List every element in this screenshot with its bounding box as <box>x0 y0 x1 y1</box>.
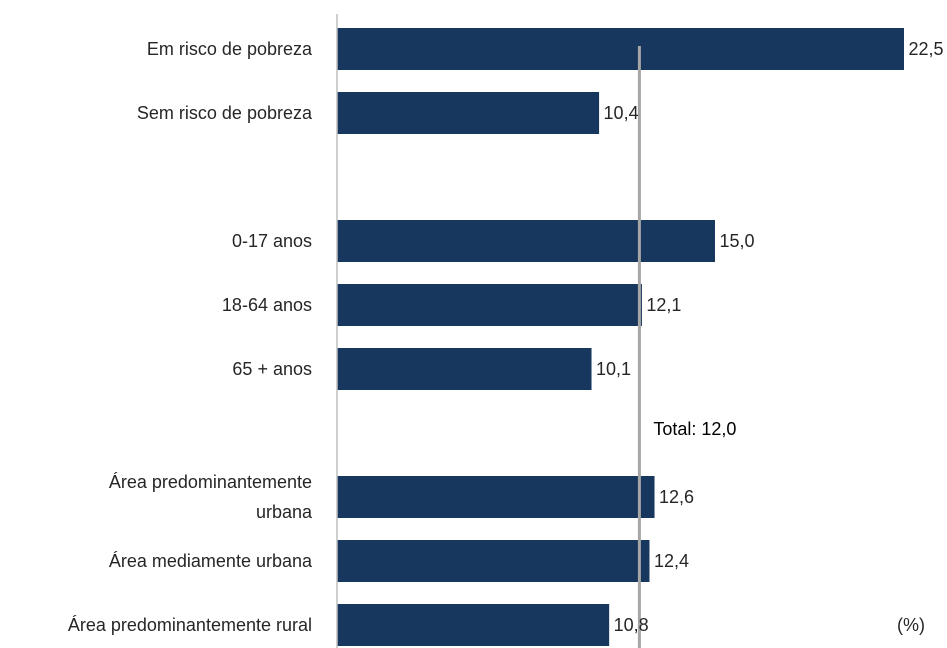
bar-7 <box>337 604 610 646</box>
category-label-line: Em risco de pobreza <box>147 39 313 59</box>
category-label-line: 0-17 anos <box>232 231 312 251</box>
value-label-1: 10,4 <box>604 103 639 123</box>
category-label-5: Área predominantemente urbana <box>109 472 313 522</box>
bar-1 <box>337 92 600 134</box>
category-label-line: urbana <box>256 502 313 522</box>
total-label: Total: 12,0 <box>653 419 736 439</box>
value-label-5: 12,6 <box>659 487 694 507</box>
category-label-line: 18-64 anos <box>222 295 312 315</box>
value-labels-group: 22,5 10,4 15,0 12,1 10,1 12,6 12,4 10,8 <box>596 39 944 635</box>
bars-group <box>337 28 904 646</box>
bar-2 <box>337 220 715 262</box>
value-label-6: 12,4 <box>654 551 689 571</box>
value-label-3: 12,1 <box>646 295 681 315</box>
value-label-7: 10,8 <box>614 615 649 635</box>
category-label-line: 65 + anos <box>232 359 312 379</box>
value-label-0: 22,5 <box>908 39 943 59</box>
category-label-line: Sem risco de pobreza <box>137 103 313 123</box>
bar-4 <box>337 348 592 390</box>
category-label-1: Sem risco de pobreza <box>137 103 313 123</box>
category-labels-group: Em risco de pobreza Sem risco de pobreza 0… <box>68 39 313 635</box>
category-label-6: Área mediamente urbana <box>109 551 313 571</box>
category-label-line: Área predominantemente rural <box>68 615 312 635</box>
category-label-4: 65 + anos <box>232 359 312 379</box>
category-label-2: 0-17 anos <box>232 231 312 251</box>
category-label-line: Área mediamente urbana <box>109 551 313 571</box>
value-label-4: 10,1 <box>596 359 631 379</box>
category-label-0: Em risco de pobreza <box>147 39 313 59</box>
category-label-3: 18-64 anos <box>222 295 312 315</box>
bar-3 <box>337 284 642 326</box>
bar-6 <box>337 540 650 582</box>
category-label-7: Área predominantemente rural <box>68 615 312 635</box>
bar-0 <box>337 28 904 70</box>
value-label-2: 15,0 <box>719 231 754 251</box>
category-label-line: Área predominantemente <box>109 472 312 492</box>
bar-5 <box>337 476 655 518</box>
unit-label: (%) <box>897 615 925 635</box>
